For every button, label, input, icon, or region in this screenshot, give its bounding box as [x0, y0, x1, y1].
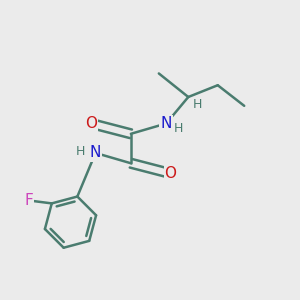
Text: H: H [76, 145, 85, 158]
Text: N: N [90, 146, 101, 160]
Text: H: H [173, 122, 183, 135]
Text: O: O [165, 166, 177, 181]
Text: O: O [85, 116, 97, 131]
Text: N: N [160, 116, 172, 131]
Text: F: F [24, 193, 33, 208]
Text: H: H [193, 98, 202, 111]
